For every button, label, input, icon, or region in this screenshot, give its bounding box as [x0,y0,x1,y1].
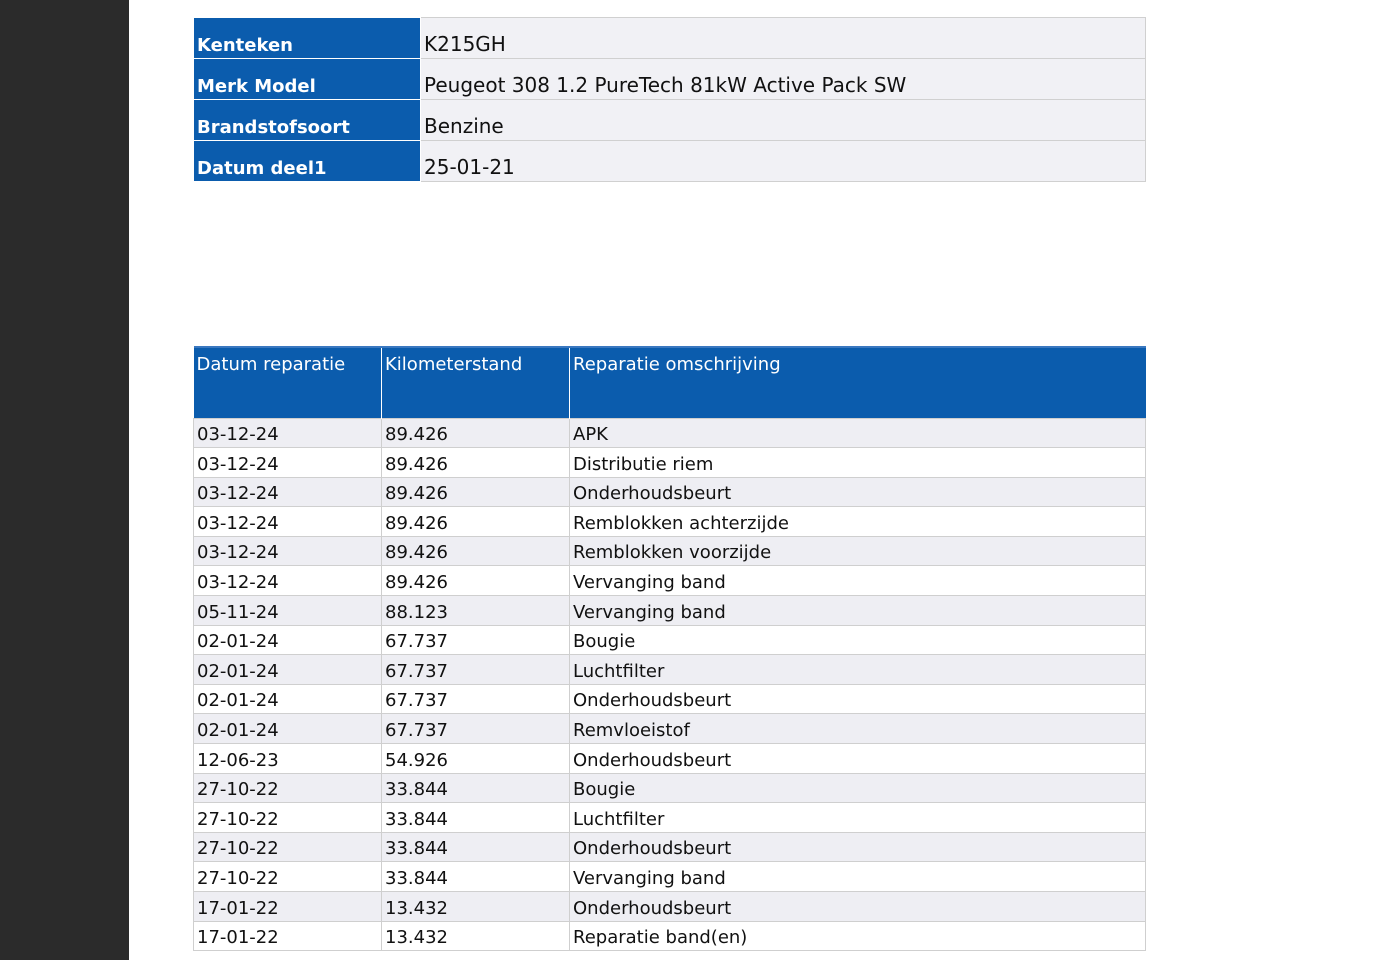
repair-description-cell: Vervanging band [569,861,1146,892]
table-row: 27-10-22 33.844 Vervanging band [193,861,1146,892]
repair-date-cell: 03-12-24 [193,535,382,567]
mileage-cell: 33.844 [381,861,570,892]
table-row: 03-12-24 89.426 Remblokken voorzijde [193,535,1146,567]
repair-description-cell: Onderhoudsbeurt [569,476,1146,508]
mileage-cell: 89.426 [381,506,570,537]
mileage-cell: 89.426 [381,476,570,508]
mileage-cell: 54.926 [381,743,570,774]
repair-date-cell: 02-01-24 [193,713,382,745]
repair-date-cell: 27-10-22 [193,861,382,892]
repair-description-cell: Luchtfilter [569,654,1146,685]
mileage-cell: 89.426 [381,417,570,449]
repair-date-cell: 17-01-22 [193,891,382,922]
table-row: 17-01-22 13.432 Onderhoudsbeurt [193,891,1146,922]
mileage-cell: 67.737 [381,683,570,715]
mileage-cell: 67.737 [381,624,570,656]
vehicle-info-value: 25-01-21 [420,140,1146,182]
table-row: 02-01-24 67.737 Luchtfilter [193,654,1146,685]
repair-description-cell: Bougie [569,772,1146,804]
repair-description-cell: Onderhoudsbeurt [569,831,1146,863]
table-row: 27-10-22 33.844 Onderhoudsbeurt [193,831,1146,863]
repair-date-cell: 03-12-24 [193,447,382,478]
table-row: 12-06-23 54.926 Onderhoudsbeurt [193,743,1146,774]
repair-description-cell: Onderhoudsbeurt [569,683,1146,715]
vehicle-info-value: Benzine [420,99,1146,141]
table-row: 02-01-24 67.737 Onderhoudsbeurt [193,683,1146,715]
repair-description-cell: Luchtfilter [569,802,1146,833]
repair-description-cell: APK [569,417,1146,449]
repair-date-cell: 02-01-24 [193,654,382,685]
vehicle-info-row: Datum deel1 25-01-21 [193,140,1146,182]
repair-date-cell: 02-01-24 [193,683,382,715]
vehicle-info-label: Merk Model [193,58,421,100]
repair-date-cell: 03-12-24 [193,565,382,597]
repair-description-cell: Vervanging band [569,595,1146,626]
table-row: 17-01-22 13.432 Reparatie band(en) [193,920,1146,952]
vehicle-info-table: Kenteken K215GH Merk Model Peugeot 308 1… [193,17,1146,182]
table-row: 03-12-24 89.426 APK [193,417,1146,449]
repair-date-cell: 03-12-24 [193,476,382,508]
mileage-cell: 13.432 [381,891,570,922]
repair-description-cell: Remvloeistof [569,713,1146,745]
mileage-cell: 88.123 [381,595,570,626]
repair-date-cell: 03-12-24 [193,506,382,537]
repair-date-cell: 27-10-22 [193,772,382,804]
mileage-cell: 89.426 [381,565,570,597]
table-row: 27-10-22 33.844 Luchtfilter [193,802,1146,833]
vehicle-info-row: Kenteken K215GH [193,17,1146,59]
repair-description-cell: Onderhoudsbeurt [569,891,1146,922]
repair-description-cell: Bougie [569,624,1146,656]
mileage-cell: 89.426 [381,535,570,567]
column-header-km: Kilometerstand [381,346,570,418]
table-row: 27-10-22 33.844 Bougie [193,772,1146,804]
repair-date-cell: 02-01-24 [193,624,382,656]
mileage-cell: 89.426 [381,447,570,478]
table-row: 02-01-24 67.737 Remvloeistof [193,713,1146,745]
table-row: 02-01-24 67.737 Bougie [193,624,1146,656]
vehicle-info-row: Merk Model Peugeot 308 1.2 PureTech 81kW… [193,58,1146,100]
repair-description-cell: Distributie riem [569,447,1146,478]
mileage-cell: 67.737 [381,713,570,745]
vehicle-info-label: Datum deel1 [193,140,421,182]
repair-history-table: Datum reparatie Kilometerstand Reparatie… [193,346,1146,952]
mileage-cell: 13.432 [381,920,570,952]
column-header-date: Datum reparatie [193,346,382,418]
vehicle-info-value: Peugeot 308 1.2 PureTech 81kW Active Pac… [420,58,1146,100]
repair-date-cell: 05-11-24 [193,595,382,626]
repair-date-cell: 27-10-22 [193,802,382,833]
repair-table-body: 03-12-24 89.426 APK 03-12-24 89.426 Distribut… [193,417,1146,952]
vehicle-info-label: Brandstofsoort [193,99,421,141]
mileage-cell: 33.844 [381,802,570,833]
repair-description-cell: Onderhoudsbeurt [569,743,1146,774]
repair-date-cell: 17-01-22 [193,920,382,952]
repair-date-cell: 03-12-24 [193,417,382,449]
repair-date-cell: 27-10-22 [193,831,382,863]
mileage-cell: 33.844 [381,772,570,804]
vehicle-info-row: Brandstofsoort Benzine [193,99,1146,141]
table-row: 03-12-24 89.426 Vervanging band [193,565,1146,597]
repair-description-cell: Remblokken achterzijde [569,506,1146,537]
table-row: 03-12-24 89.426 Onderhoudsbeurt [193,476,1146,508]
vehicle-info-value: K215GH [420,17,1146,59]
table-row: 03-12-24 89.426 Remblokken achterzijde [193,506,1146,537]
repair-header-row: Datum reparatie Kilometerstand Reparatie… [193,346,1146,418]
repair-description-cell: Vervanging band [569,565,1146,597]
repair-date-cell: 12-06-23 [193,743,382,774]
mileage-cell: 33.844 [381,831,570,863]
table-row: 05-11-24 88.123 Vervanging band [193,595,1146,626]
viewer-side-panel [0,0,129,960]
table-row: 03-12-24 89.426 Distributie riem [193,447,1146,478]
mileage-cell: 67.737 [381,654,570,685]
column-header-description: Reparatie omschrijving [569,346,1146,418]
repair-description-cell: Remblokken voorzijde [569,535,1146,567]
repair-description-cell: Reparatie band(en) [569,920,1146,952]
vehicle-info-label: Kenteken [193,17,421,59]
